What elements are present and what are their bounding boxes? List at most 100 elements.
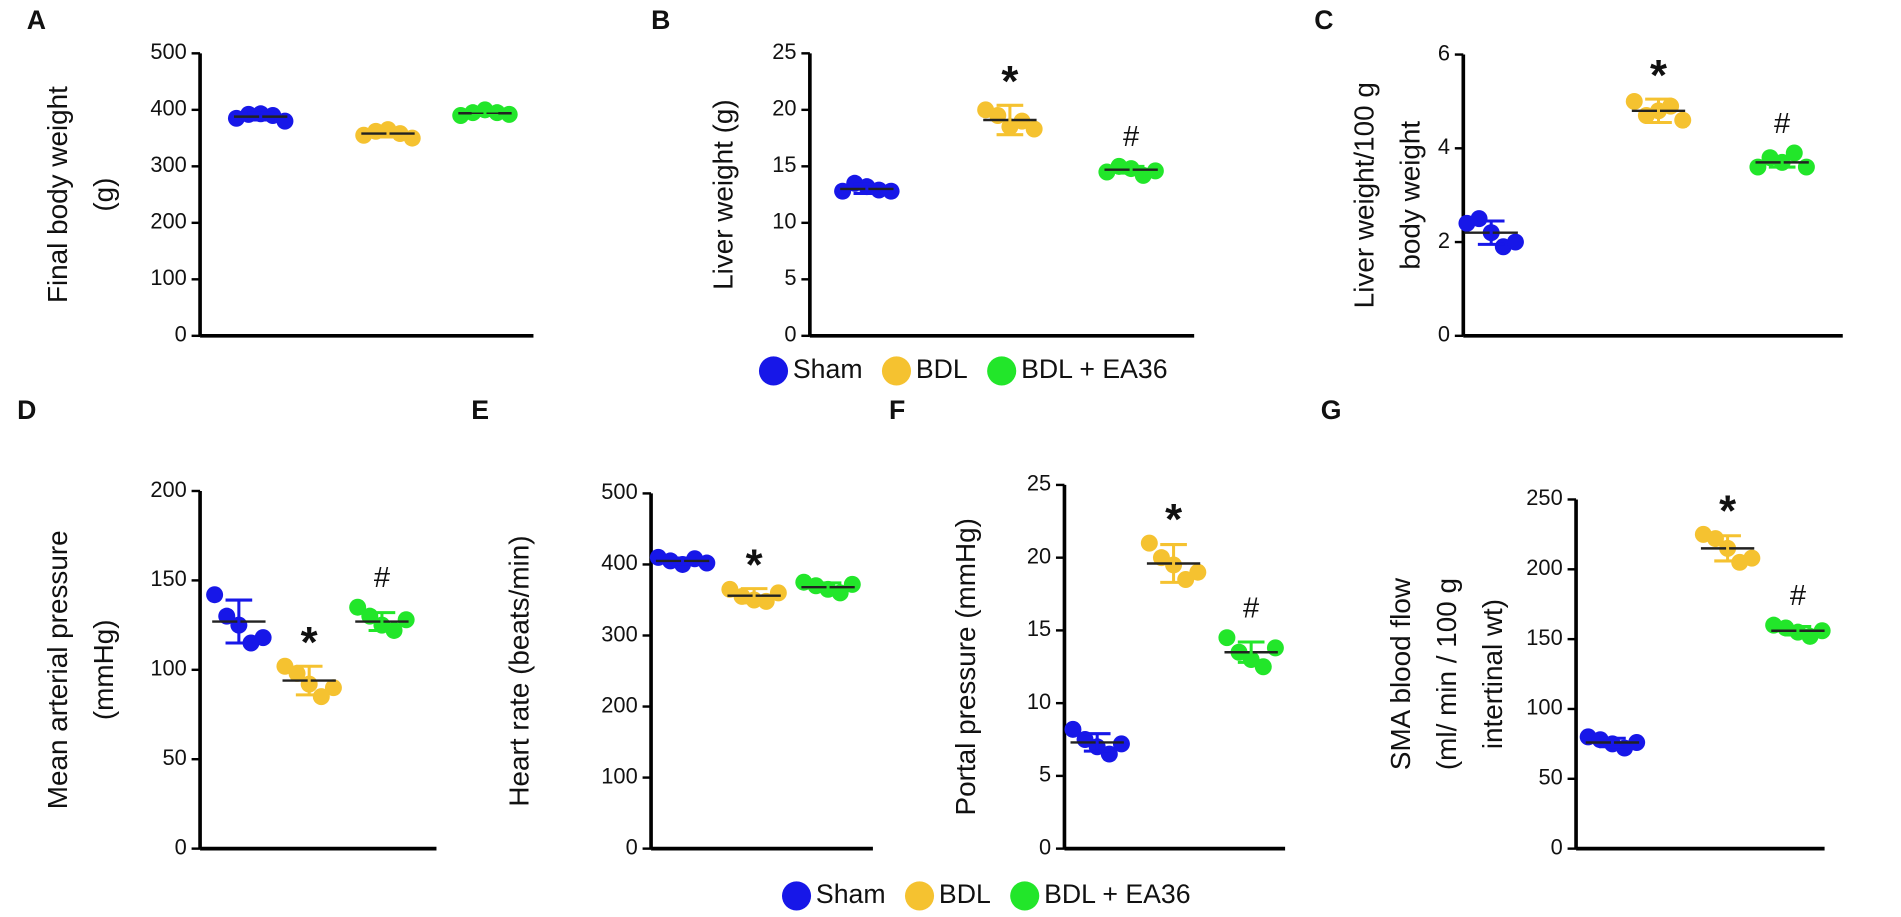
y-tick-label: 300 (150, 152, 186, 177)
y-tick-label: 0 (784, 322, 796, 347)
data-point (1470, 210, 1488, 228)
legend-swatch (781, 881, 812, 911)
significance-mark: * (1719, 486, 1736, 535)
y-tick-label: 2 (1438, 228, 1450, 253)
y-tick-label: 200 (601, 692, 637, 717)
significance-mark: * (301, 618, 318, 667)
panel-label: A (27, 5, 46, 35)
y-tick-label: 400 (150, 96, 186, 121)
significance-mark: * (746, 541, 763, 590)
panel-label: B (651, 5, 670, 35)
legend-swatch (987, 356, 1017, 386)
y-tick-label: 0 (175, 834, 187, 859)
data-point (1218, 629, 1236, 647)
y-tick-label: 10 (1027, 689, 1051, 714)
y-axis-label: body weight (1395, 121, 1426, 270)
data-point (397, 611, 415, 629)
y-tick-label: 300 (601, 621, 637, 646)
y-tick-label: 15 (1027, 616, 1051, 641)
data-point (1674, 111, 1692, 129)
data-point (1797, 158, 1815, 176)
y-tick-label: 200 (150, 209, 186, 234)
data-point (254, 629, 272, 647)
data-point (1064, 720, 1082, 738)
y-tick-label: 100 (150, 265, 186, 290)
significance-mark: # (1790, 580, 1807, 612)
y-tick-label: 100 (150, 656, 186, 681)
y-tick-label: 4 (1438, 134, 1450, 159)
y-axis-label: Portal pressure (mmHg) (950, 518, 981, 815)
legend-label: BDL (939, 879, 991, 909)
y-tick-label: 10 (772, 209, 796, 234)
significance-mark: * (1001, 57, 1018, 106)
y-axis-label: (ml/ min / 100 g (1431, 578, 1462, 770)
panel-label: D (17, 395, 36, 425)
legend-swatch (1010, 881, 1040, 911)
data-point (1506, 233, 1524, 251)
legend-label: BDL + EA36 (1044, 879, 1190, 909)
y-tick-label: 150 (150, 566, 186, 591)
y-axis-label: Heart rate (beats/min) (504, 535, 535, 806)
y-tick-label: 25 (772, 39, 796, 64)
data-point (288, 664, 306, 682)
y-tick-label: 5 (1039, 762, 1051, 787)
y-axis-label: (mmHg) (88, 619, 119, 720)
significance-mark: * (1650, 51, 1667, 100)
significance-mark: * (1165, 495, 1182, 544)
y-axis-label: SMA blood flow (1385, 577, 1416, 770)
y-tick-label: 5 (784, 265, 796, 290)
y-tick-label: 20 (1027, 543, 1051, 568)
legend-swatch (758, 356, 789, 386)
data-point (1254, 658, 1272, 676)
data-point (206, 586, 224, 604)
y-axis-label: Mean arterial pressure (42, 530, 73, 809)
data-point (324, 679, 342, 697)
significance-mark: # (374, 562, 391, 594)
legend-label: Sham (793, 354, 863, 384)
y-tick-label: 500 (601, 479, 637, 504)
y-tick-label: 25 (1027, 471, 1051, 496)
data-point (698, 554, 716, 572)
y-tick-label: 50 (1538, 765, 1562, 790)
data-point (403, 129, 421, 147)
legend-swatch (881, 356, 912, 386)
y-tick-label: 0 (626, 834, 638, 859)
y-tick-label: 150 (1526, 625, 1562, 650)
legend-label: BDL (916, 354, 968, 384)
y-tick-label: 200 (150, 477, 186, 502)
y-axis-label: (g) (88, 178, 119, 212)
data-point (1625, 92, 1643, 110)
data-point (349, 598, 367, 616)
panel-label: F (889, 395, 905, 425)
panel-label: E (471, 395, 489, 425)
y-tick-label: 0 (1551, 834, 1563, 859)
y-axis-label: Final body weight (42, 86, 73, 303)
y-tick-label: 100 (1526, 695, 1562, 720)
legend-label: BDL + EA36 (1021, 354, 1167, 384)
y-tick-label: 6 (1438, 40, 1450, 65)
data-point (1743, 549, 1761, 567)
significance-mark: # (1123, 121, 1140, 153)
legend-label: Sham (816, 879, 886, 909)
y-tick-label: 250 (1526, 485, 1562, 510)
data-point (312, 688, 330, 706)
data-point (1025, 120, 1043, 138)
y-tick-label: 20 (772, 96, 796, 121)
y-tick-label: 50 (162, 745, 186, 770)
data-point (276, 112, 294, 130)
significance-mark: # (1774, 108, 1791, 140)
significance-mark: # (1243, 592, 1260, 624)
y-axis-label: Liver weight (g) (707, 99, 738, 290)
y-tick-label: 400 (601, 550, 637, 575)
data-point (1189, 563, 1207, 581)
y-axis-label: intertinal wt) (1477, 599, 1508, 749)
data-point (882, 182, 900, 200)
data-point (834, 182, 852, 200)
data-point (769, 584, 787, 602)
y-tick-label: 200 (1526, 555, 1562, 580)
y-tick-label: 500 (150, 39, 186, 64)
y-tick-label: 15 (772, 152, 796, 177)
y-tick-label: 0 (1438, 322, 1450, 347)
panel-label: C (1314, 5, 1333, 35)
